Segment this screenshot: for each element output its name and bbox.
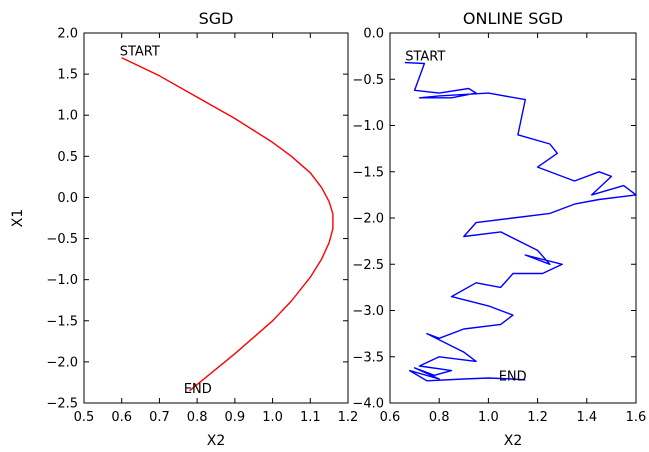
online-sgd-y-tick-label: −2.5	[352, 258, 384, 273]
online-sgd-x-tick-label: 1.4	[576, 410, 597, 425]
sgd-x-tick-label: 0.9	[225, 410, 246, 425]
sgd-x-tick-label: 0.6	[111, 410, 132, 425]
sgd-x-tick-label: 0.8	[187, 410, 208, 425]
sgd-y-tick-label: 1.0	[57, 109, 78, 124]
sgd-title: SGD	[199, 9, 234, 28]
online-sgd-y-tick-label: −0.5	[352, 73, 384, 88]
sgd-x-tick-label: 1.1	[300, 410, 321, 425]
sgd-y-tick-label: 1.5	[57, 68, 78, 83]
sgd-y-tick-label: 0.0	[57, 191, 78, 206]
sgd-y-tick-label: −1.0	[46, 273, 78, 288]
sgd-y-tick-label: −1.5	[46, 314, 78, 329]
sgd-x-axis-label: X2	[207, 433, 226, 449]
online-sgd-y-tick-label: −2.0	[352, 212, 384, 227]
sgd-series-line-0	[121, 57, 334, 392]
sgd-plot: SGD 0.5 0.6 0.7 0.8 0.9 1.0 1.1 1.2 2.0 1.5 1.0 0.5 0…	[10, 9, 358, 449]
online-sgd-x-tick-label: 1.2	[527, 410, 548, 425]
online-sgd-annotation-end: END	[499, 370, 527, 385]
online-sgd-y-tick-label: −3.0	[352, 304, 384, 319]
online-sgd-series-line-0	[404, 61, 637, 382]
online-sgd-x-axis-label: X2	[504, 433, 523, 449]
sgd-y-tick-label: −2.5	[46, 397, 78, 412]
sgd-y-tick-label: −0.5	[46, 232, 78, 247]
online-sgd-x-tick-label: 1.6	[626, 410, 647, 425]
online-sgd-y-tick-label: 0.0	[363, 27, 384, 42]
sgd-y-tick-label: 2.0	[57, 27, 78, 42]
online-sgd-x-tick-label: 1.0	[478, 410, 499, 425]
online-sgd-y-tick-label: −3.5	[352, 350, 384, 365]
online-sgd-y-tick-label: −1.0	[352, 119, 384, 134]
sgd-annotation-end: END	[184, 382, 212, 397]
online-sgd-plot: ONLINE SGD 0.6 0.8 1.0 1.2 1.4 1.6 0.0 −0.5 −1.0 −…	[352, 9, 646, 449]
sgd-annotation-start: START	[120, 45, 160, 60]
sgd-x-tick-label: 0.5	[74, 410, 95, 425]
sgd-x-tick-label: 0.7	[149, 410, 170, 425]
sgd-x-tick-label: 1.2	[338, 410, 359, 425]
sgd-y-tick-label: 0.5	[57, 150, 78, 165]
online-sgd-y-tick-label: −4.0	[352, 397, 384, 412]
sgd-x-tick-label: 1.0	[262, 410, 283, 425]
online-sgd-annotation-start: START	[405, 50, 445, 65]
sgd-y-tick-label: −2.0	[46, 355, 78, 370]
sgd-y-axis-label: X1	[10, 209, 26, 228]
online-sgd-y-tick-label: −1.5	[352, 165, 384, 180]
online-sgd-x-tick-label: 0.6	[380, 410, 401, 425]
online-sgd-title: ONLINE SGD	[463, 9, 563, 28]
online-sgd-x-tick-label: 0.8	[429, 410, 450, 425]
sgd-axes-frame	[83, 32, 349, 404]
